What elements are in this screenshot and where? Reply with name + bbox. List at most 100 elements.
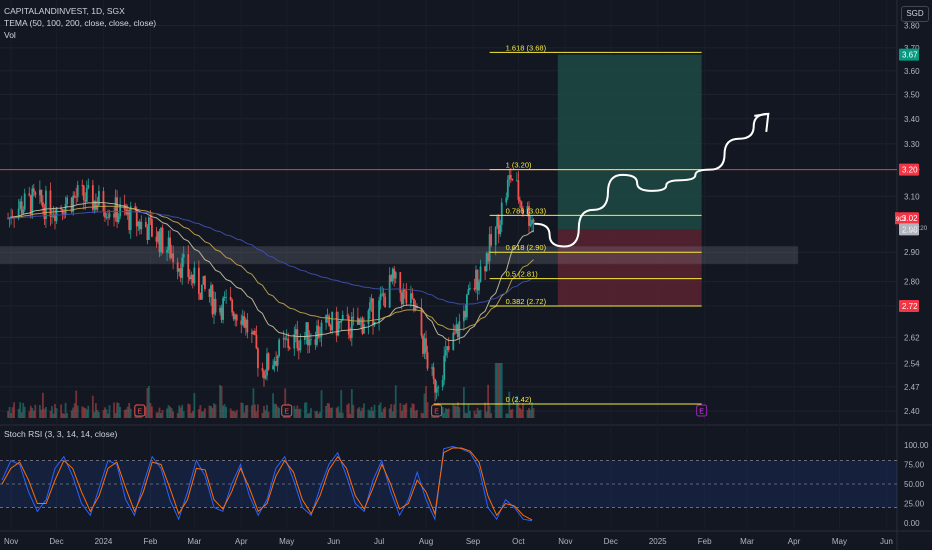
candle-body: [93, 200, 96, 210]
volume-bar: [75, 390, 78, 418]
volume-bar: [128, 402, 131, 418]
price-tick-label: 2.47: [904, 383, 920, 392]
candle-body: [157, 231, 159, 242]
time-tick-label: Sep: [466, 537, 481, 546]
candle-body: [340, 320, 343, 323]
candle-body: [384, 296, 387, 308]
volume-bar: [167, 405, 170, 418]
candle-body: [49, 190, 52, 217]
candle-body: [17, 208, 20, 219]
volume-indicator-legend[interactable]: Vol: [4, 30, 16, 40]
candle-body: [478, 281, 480, 291]
candle-body: [341, 314, 344, 321]
candle-body: [532, 219, 535, 223]
candle-body: [276, 355, 279, 366]
candle-body: [515, 180, 518, 182]
candle-body: [234, 314, 237, 320]
candle-body: [179, 268, 182, 278]
time-tick-label: Nov: [4, 537, 18, 546]
earnings-marker-label: E: [284, 409, 289, 416]
candle-body: [346, 314, 349, 316]
candle-body: [431, 367, 433, 369]
price-tag-label: 2.98: [902, 225, 918, 234]
volume-bar: [266, 404, 268, 418]
volume-bar: [181, 404, 184, 418]
candle-body: [149, 217, 152, 220]
volume-bar: [191, 411, 194, 418]
price-tick-label: 2.54: [904, 359, 920, 368]
volume-bar: [123, 409, 126, 418]
volume-bar: [29, 405, 32, 418]
candle-body: [225, 296, 228, 298]
chart-symbol-title[interactable]: CAPITALANDINVEST, 1D, SGX: [4, 6, 125, 16]
candle-body: [181, 257, 184, 278]
candle-body: [172, 253, 175, 263]
price-tag-box: [899, 212, 919, 225]
volume-bar: [296, 405, 299, 418]
candle-body: [266, 353, 268, 376]
candle-body: [497, 216, 500, 235]
volume-bar: [108, 405, 111, 418]
candle-body: [462, 310, 465, 322]
projection-arrowhead: [754, 112, 770, 132]
candle-body: [204, 276, 206, 289]
candle-body: [326, 315, 329, 317]
candle-body: [369, 302, 371, 311]
candle-body: [114, 197, 117, 218]
price-tag-label: 3.02: [902, 214, 918, 223]
price-tick-label: 2.90: [904, 248, 920, 257]
candle-body: [284, 338, 287, 340]
candle-body: [246, 319, 249, 333]
candle-body: [82, 185, 85, 200]
volume-bar: [146, 387, 149, 418]
volume-bar: [384, 407, 387, 418]
volume-bar: [204, 408, 206, 418]
candle-body: [199, 293, 202, 300]
currency-button[interactable]: SGD: [901, 6, 929, 22]
fib-level-label: 1.618 (3.68): [506, 43, 547, 52]
volume-bar: [246, 404, 249, 418]
candle-body: [403, 289, 406, 292]
candle-body: [526, 206, 529, 215]
volume-bar: [17, 408, 20, 418]
price-tag-box: [899, 48, 919, 61]
volume-bar: [378, 405, 380, 418]
candle-body: [511, 178, 514, 181]
candle-body: [331, 311, 334, 331]
volume-bar: [299, 408, 302, 418]
volume-bar: [43, 408, 46, 418]
candle-body: [105, 216, 108, 218]
price-tag-box: [899, 223, 919, 236]
candle-body: [170, 253, 173, 258]
candle-body: [399, 272, 402, 293]
earnings-marker-label: E: [434, 409, 439, 416]
volume-bar: [490, 413, 493, 418]
volume-bar: [411, 403, 414, 418]
volume-bar: [179, 407, 182, 418]
candle-body: [28, 193, 31, 196]
volume-bar: [494, 363, 497, 418]
volume-bar: [157, 412, 159, 418]
candle-body: [361, 318, 364, 334]
volume-bar: [452, 404, 455, 418]
volume-bar: [505, 413, 508, 418]
price-tick-label: 3.40: [904, 115, 920, 124]
volume-bar: [170, 408, 173, 418]
volume-bar: [405, 403, 408, 418]
candle-body: [293, 334, 296, 349]
volume-bar: [467, 404, 470, 418]
stoch-rsi-legend[interactable]: Stoch RSI (3, 3, 14, 14, close): [4, 429, 118, 439]
volume-bar: [319, 411, 321, 418]
candle-body: [76, 185, 79, 198]
volume-bar: [231, 410, 234, 418]
candle-body: [420, 308, 423, 336]
tema-indicator-legend[interactable]: TEMA (50, 100, 200, close, close, close): [4, 18, 157, 28]
volume-bar: [54, 403, 56, 418]
fib-level-label: 1 (3.20): [506, 161, 532, 170]
volume-bar: [455, 406, 458, 418]
volume-bar: [96, 409, 99, 418]
volume-bar: [402, 404, 405, 418]
candle-body: [155, 236, 158, 242]
candle-body: [303, 335, 306, 340]
